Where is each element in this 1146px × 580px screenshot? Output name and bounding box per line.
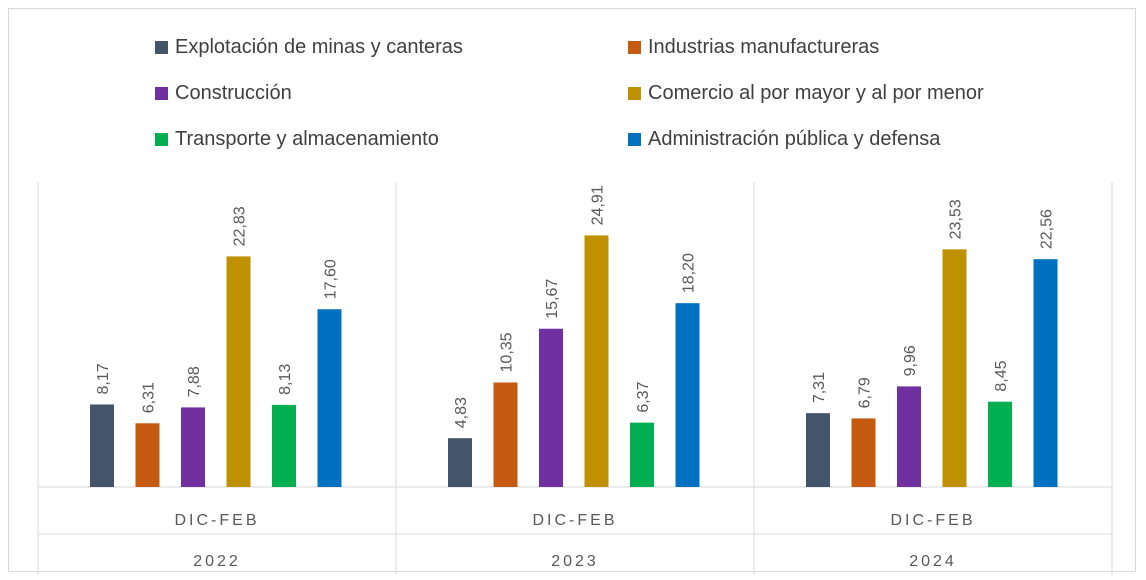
legend-label-manufacturing: Industrias manufactureras xyxy=(648,36,880,58)
legend-item-mining: Explotación de minas y canteras xyxy=(155,36,463,59)
legend-label-mining: Explotación de minas y canteras xyxy=(175,36,463,58)
legend-item-construction: Construcción xyxy=(155,82,292,105)
bar xyxy=(806,413,830,487)
x-year-label: 2023 xyxy=(551,553,599,570)
bar-data-label: 6,37 xyxy=(635,381,652,412)
bar xyxy=(851,418,876,487)
bar-data-label: 23,53 xyxy=(948,199,965,239)
legend-swatch-construction xyxy=(155,87,168,100)
legend-label-commerce: Comercio al por mayor y al por menor xyxy=(648,82,984,104)
legend-item-public-admin: Administración pública y defensa xyxy=(628,128,940,151)
bar-data-label: 7,31 xyxy=(811,372,828,403)
bar xyxy=(181,407,205,487)
bar-data-label: 8,17 xyxy=(95,363,112,394)
bar-data-label: 8,13 xyxy=(277,364,294,395)
bar-data-label: 6,79 xyxy=(857,377,874,408)
bar xyxy=(584,235,609,487)
bar xyxy=(448,438,472,487)
bar xyxy=(272,404,296,487)
bar-data-label: 22,83 xyxy=(232,206,249,246)
legend-swatch-transport xyxy=(155,133,168,146)
bar xyxy=(942,249,967,487)
legend: Explotación de minas y canteras Industri… xyxy=(0,0,1146,180)
bar xyxy=(135,423,160,487)
bar-data-label: 4,83 xyxy=(453,397,470,428)
x-category-label: DIC-FEB xyxy=(533,512,618,529)
bar-data-label: 7,88 xyxy=(186,366,203,397)
bar-data-label: 6,31 xyxy=(141,382,158,413)
bar xyxy=(539,328,563,487)
bar-data-label: 22,56 xyxy=(1039,209,1056,249)
bar xyxy=(630,422,654,487)
bar-data-label: 18,20 xyxy=(681,253,698,293)
bar-data-label: 17,60 xyxy=(323,259,340,299)
bar-data-label: 8,45 xyxy=(993,360,1010,391)
legend-swatch-public-admin xyxy=(628,133,641,146)
legend-label-transport: Transporte y almacenamiento xyxy=(175,128,439,150)
x-year-label: 2024 xyxy=(909,553,957,570)
bar xyxy=(897,386,921,487)
bar xyxy=(226,256,251,487)
bar xyxy=(493,382,518,487)
bar-data-label: 10,35 xyxy=(499,332,516,372)
bar xyxy=(988,401,1012,487)
legend-label-construction: Construcción xyxy=(175,82,292,104)
legend-swatch-commerce xyxy=(628,87,641,100)
bar-data-label: 15,67 xyxy=(544,279,561,319)
x-year-label: 2022 xyxy=(193,553,241,570)
legend-item-commerce: Comercio al por mayor y al por menor xyxy=(628,82,984,105)
legend-item-manufacturing: Industrias manufactureras xyxy=(628,36,879,59)
legend-label-public-admin: Administración pública y defensa xyxy=(648,128,941,150)
bar xyxy=(675,303,700,487)
bar xyxy=(1033,259,1058,487)
bar-data-label: 24,91 xyxy=(590,185,607,225)
legend-item-transport: Transporte y almacenamiento xyxy=(155,128,439,151)
x-category-label: DIC-FEB xyxy=(175,512,260,529)
bar xyxy=(90,404,114,487)
bar xyxy=(317,309,342,487)
legend-swatch-mining xyxy=(155,41,168,54)
bar-data-label: 9,96 xyxy=(902,345,919,376)
legend-swatch-manufacturing xyxy=(628,41,641,54)
x-category-label: DIC-FEB xyxy=(891,512,976,529)
